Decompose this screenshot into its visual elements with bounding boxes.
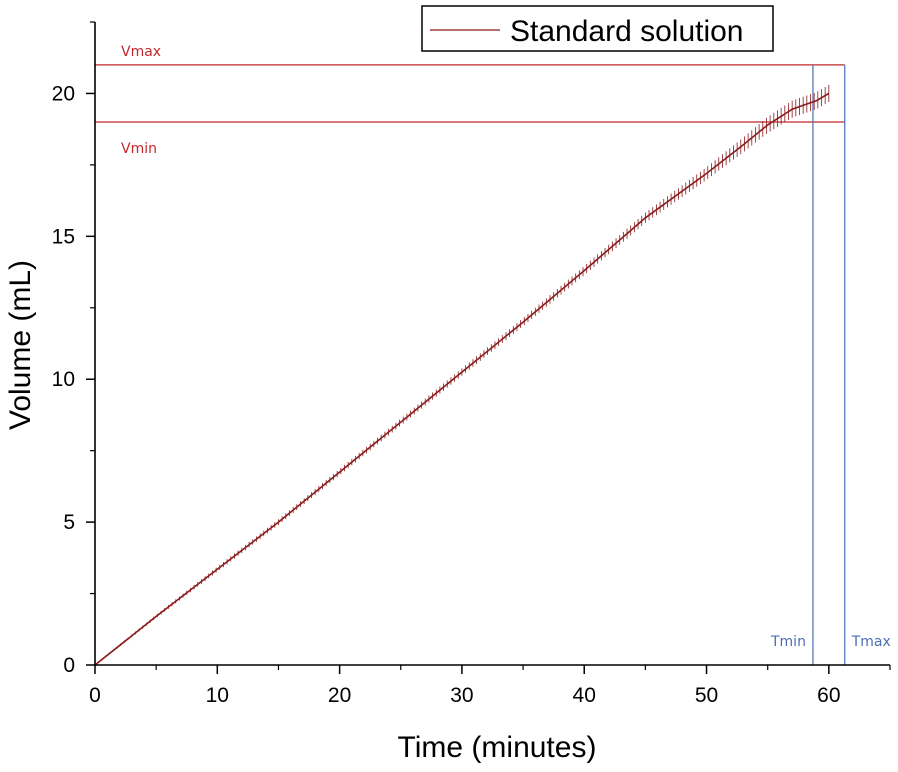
x-tick-label: 20 (328, 684, 351, 707)
legend-label: Standard solution (510, 15, 744, 48)
series-line (94, 92, 830, 666)
x-tick-label: 30 (450, 684, 473, 707)
x-tick-label: 10 (206, 684, 229, 707)
x-tick-label: 40 (573, 684, 596, 707)
series-layer (94, 84, 830, 666)
axes (94, 22, 890, 666)
x-ticks: 0 10 20 30 40 50 60 (89, 665, 891, 707)
y-tick-label: 10 (52, 368, 75, 391)
y-tick-label: 20 (52, 82, 75, 105)
ref-label-vmax: Vmax (121, 44, 161, 60)
y-axis-title: Volume (mL) (4, 260, 37, 430)
reference-lines: Vmax Vmin Tmin Tmax (95, 44, 891, 665)
x-tick-label: 0 (89, 684, 101, 707)
ref-label-vmin: Vmin (121, 141, 157, 157)
legend: Standard solution (421, 5, 774, 52)
y-ticks: 0 5 10 15 20 (52, 21, 95, 677)
legend-box (421, 5, 774, 52)
x-tick-label: 50 (695, 684, 718, 707)
x-axis-title: Time (minutes) (398, 731, 597, 764)
ref-label-tmin: Tmin (770, 634, 806, 650)
x-tick-label: 60 (817, 684, 840, 707)
y-tick-label: 0 (63, 654, 75, 677)
y-tick-label: 15 (52, 225, 75, 248)
ref-label-tmax: Tmax (851, 634, 891, 650)
y-tick-label: 5 (63, 511, 75, 534)
